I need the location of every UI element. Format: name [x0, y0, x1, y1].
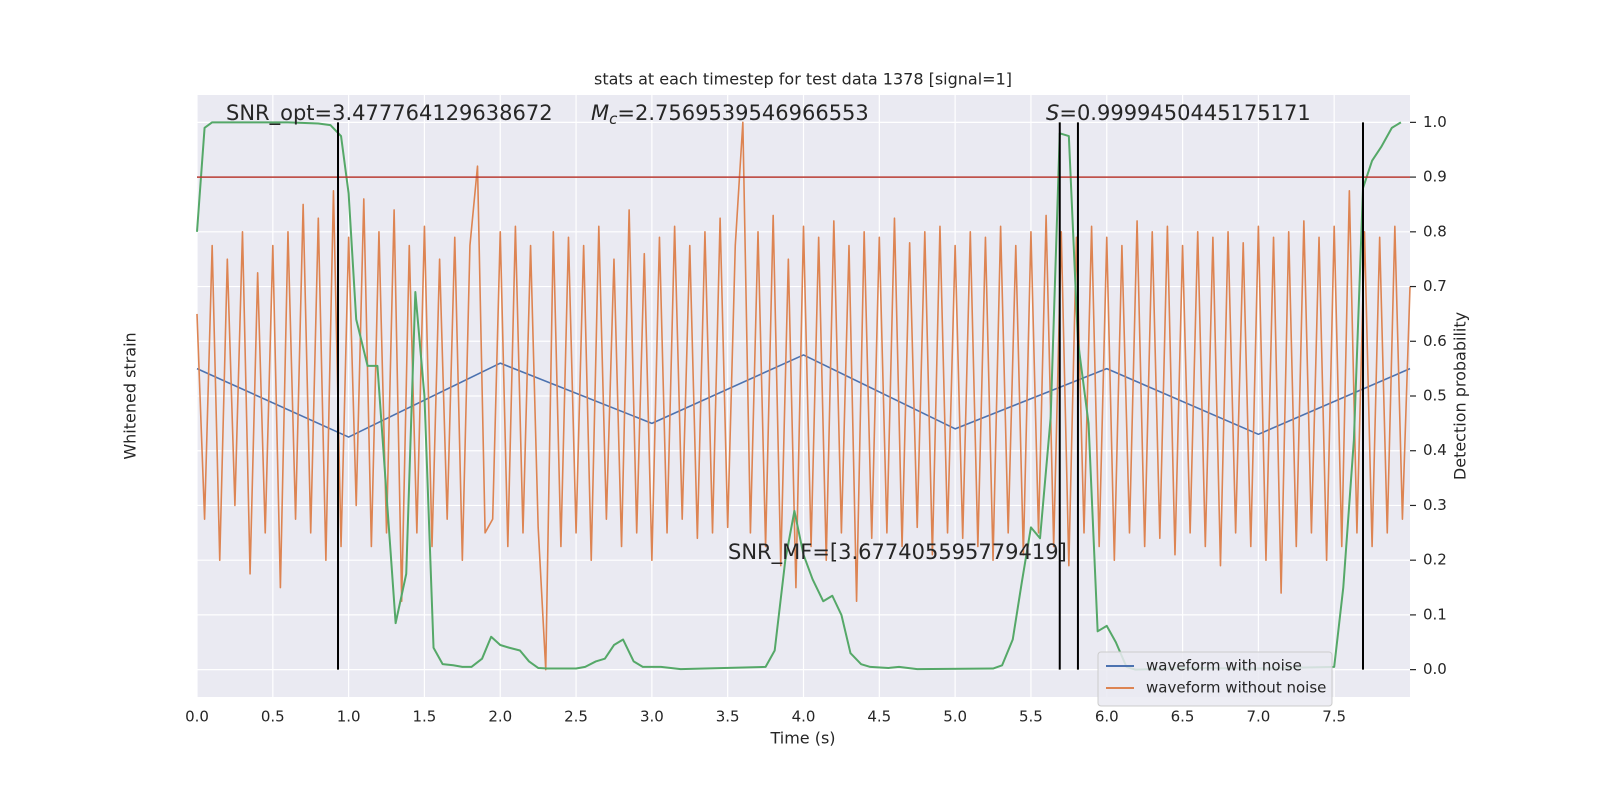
y2-tick-label: 0.1 [1423, 605, 1447, 623]
x-tick-label: 6.5 [1171, 708, 1195, 726]
annotation: SNR_opt=3.477764129638672 [226, 101, 553, 126]
x-tick-label: 6.0 [1095, 708, 1119, 726]
y2-tick-label: 0.8 [1423, 222, 1447, 240]
y2-tick-label: 0.3 [1423, 496, 1447, 514]
chart-title: stats at each timestep for test data 137… [594, 70, 1012, 89]
x-tick-label: 1.5 [413, 708, 437, 726]
x-tick-label: 4.0 [792, 708, 816, 726]
x-axis-label: Time (s) [769, 729, 835, 748]
x-tick-label: 5.0 [943, 708, 967, 726]
y2-tick-label: 0.6 [1423, 332, 1447, 350]
x-tick-label: 3.5 [716, 708, 740, 726]
x-tick-label: 0.0 [185, 708, 209, 726]
series-line [196, 121, 1402, 671]
y2-axis-label: Detection probability [1451, 312, 1470, 480]
x-tick-label: 0.5 [261, 708, 285, 726]
y2-tick-label: 0.7 [1423, 277, 1447, 295]
legend-box [1097, 651, 1333, 707]
x-tick-label: 2.5 [564, 708, 588, 726]
legend-label: waveform with noise [1146, 657, 1302, 675]
annotation-text: =2.7569539546966553 [617, 101, 868, 125]
x-tick-label: 7.0 [1246, 708, 1270, 726]
y2-tick-label: 1.0 [1423, 113, 1447, 131]
annotation-symbol: M [591, 101, 609, 125]
y2-tick-label: 0.2 [1423, 551, 1447, 569]
legend-label: waveform without noise [1146, 679, 1326, 697]
x-tick-label: 5.5 [1019, 708, 1043, 726]
x-tick-label: 4.5 [867, 708, 891, 726]
y2-tick-label: 0.5 [1423, 387, 1447, 405]
x-tick-label: 2.0 [488, 708, 512, 726]
y2-tick-label: 0.0 [1423, 660, 1447, 678]
annotation-text: =0.9999450445175171 [1059, 101, 1310, 125]
annotation: Mc=2.7569539546966553 [591, 101, 869, 128]
x-tick-label: 1.0 [337, 708, 361, 726]
series-line [196, 121, 1411, 671]
annotation: SNR_MF=[3.677405595779419] [728, 540, 1067, 565]
y2-tick-label: 0.9 [1423, 168, 1447, 186]
annotation-subscript: c [609, 110, 618, 128]
annotation-symbol: S [1046, 101, 1059, 125]
y2-tick-label: 0.4 [1423, 441, 1447, 459]
y-axis-label: Whitened strain [121, 332, 140, 459]
x-tick-label: 3.0 [640, 708, 664, 726]
x-tick-label: 7.5 [1322, 708, 1346, 726]
annotation: S=0.9999450445175171 [1046, 101, 1311, 125]
